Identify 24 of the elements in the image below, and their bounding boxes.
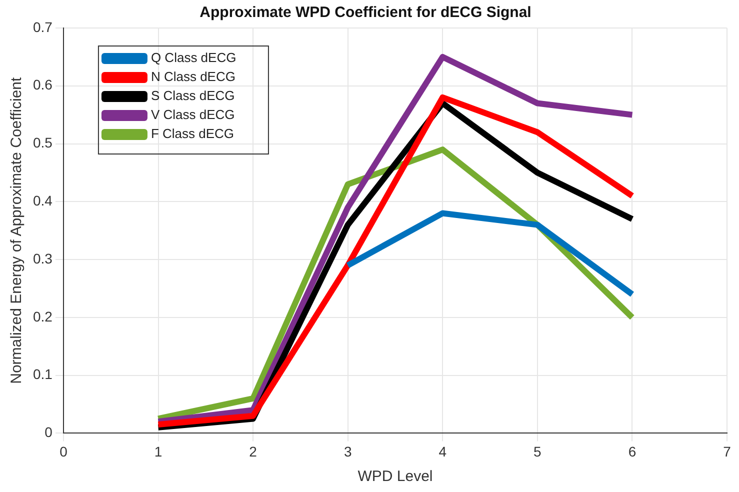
y-tick-label: 0.6 bbox=[32, 76, 53, 93]
x-tick-label: 3 bbox=[344, 443, 352, 460]
legend-label: F Class dECG bbox=[150, 126, 234, 142]
x-tick-label: 5 bbox=[534, 443, 542, 460]
legend-label: V Class dECG bbox=[150, 107, 235, 122]
x-tick-label: 2 bbox=[249, 443, 258, 460]
y-tick-label: 0 bbox=[44, 424, 53, 440]
y-tick-label: 0.7 bbox=[32, 18, 53, 35]
legend-label: N Class dECG bbox=[150, 69, 236, 84]
x-tick-label: 1 bbox=[154, 443, 162, 460]
y-axis-title: Normalized Energy of Approximate Coefficient bbox=[8, 76, 26, 384]
x-axis-title: WPD Level bbox=[358, 468, 433, 486]
chart-title: Approximate WPD Coefficient for dECG Signal bbox=[200, 4, 532, 22]
y-tick-label: 0.3 bbox=[32, 250, 53, 266]
x-tick-label: 4 bbox=[438, 443, 447, 460]
x-tick-label: 0 bbox=[60, 443, 68, 460]
legend-label: S Class dECG bbox=[150, 88, 235, 104]
y-tick-label: 0.4 bbox=[32, 192, 53, 209]
y-tick-label: 0.5 bbox=[32, 134, 53, 151]
legend-label: Q Class dECG bbox=[150, 50, 236, 66]
x-tick-label: 6 bbox=[628, 443, 636, 460]
y-tick-label: 0.2 bbox=[32, 308, 53, 324]
x-tick-label: 7 bbox=[723, 443, 732, 460]
y-tick-label: 0.1 bbox=[32, 366, 53, 382]
